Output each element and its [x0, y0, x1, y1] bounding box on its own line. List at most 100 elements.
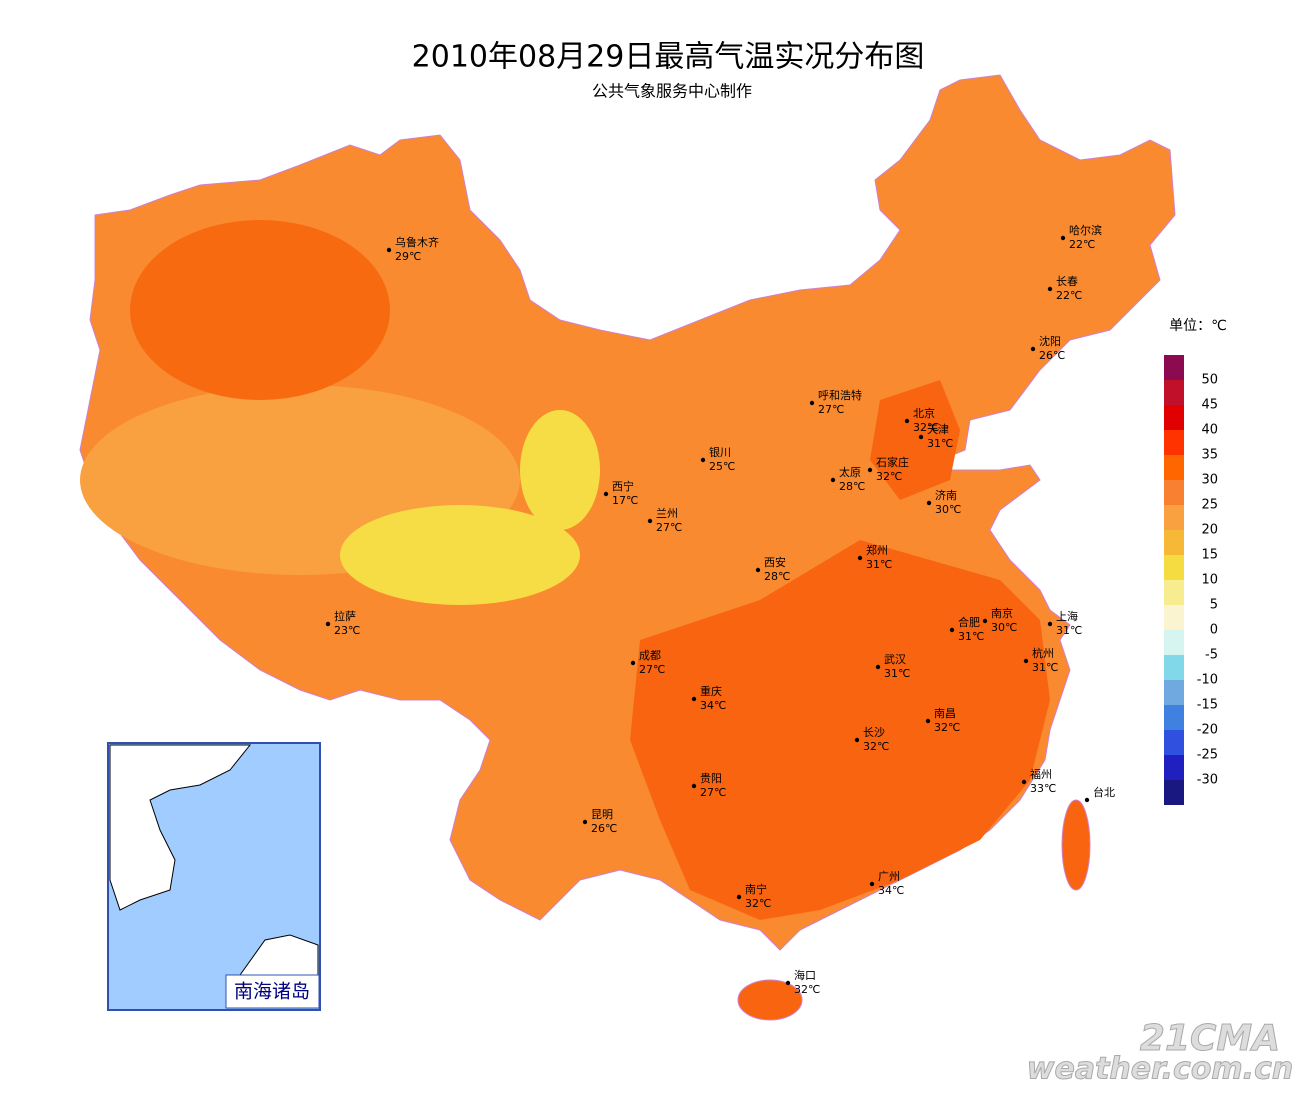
legend-tick-label: 10 — [1201, 573, 1218, 588]
legend-tick-label: -25 — [1197, 748, 1218, 763]
city-dot — [755, 567, 761, 573]
legend-swatch — [1164, 580, 1184, 605]
city-name: 合肥 — [958, 615, 980, 629]
city-dot — [386, 247, 392, 253]
city-dot — [647, 518, 653, 524]
legend-tick-label: 25 — [1201, 498, 1218, 513]
legend-unit: 单位：℃ — [1169, 318, 1227, 334]
legend-swatch — [1164, 655, 1184, 680]
legend-swatch — [1164, 705, 1184, 730]
hot-zone — [630, 540, 1050, 920]
city-temp: 33℃ — [1030, 782, 1056, 795]
city-name: 拉萨 — [334, 609, 356, 623]
city-temp: 31℃ — [958, 630, 984, 643]
legend-tick-label: 0 — [1210, 623, 1218, 638]
subtitle: 公共气象服务中心制作 — [592, 82, 752, 101]
city-temp: 27℃ — [656, 521, 682, 534]
city-name: 武汉 — [884, 653, 906, 666]
city-dot — [691, 696, 697, 702]
legend-tick-label: -5 — [1205, 648, 1218, 663]
legend-tick-label: -15 — [1197, 698, 1218, 713]
china-map — [79, 74, 1176, 1021]
city-name: 济南 — [935, 488, 957, 502]
city-temp: 30℃ — [991, 621, 1017, 634]
watermark-site: weather.com.cn — [1027, 1052, 1293, 1087]
city-dot — [1047, 286, 1053, 292]
city-name: 乌鲁木齐 — [395, 235, 439, 249]
city-dot — [582, 819, 588, 825]
city-temp: 31℃ — [1032, 661, 1058, 674]
city-dot — [867, 467, 873, 473]
city-dot — [630, 660, 636, 666]
city-name: 南京 — [991, 606, 1013, 620]
city-temp: 32℃ — [863, 740, 889, 753]
legend-tick-label: 30 — [1201, 473, 1218, 488]
city-temp: 22℃ — [1069, 238, 1095, 251]
city-name: 银川 — [709, 445, 731, 459]
inset-label: 南海诸岛 — [234, 981, 310, 1003]
city-temp: 26℃ — [1039, 349, 1065, 362]
city-dot — [700, 457, 706, 463]
city-name: 西安 — [764, 555, 786, 569]
legend-swatch — [1164, 555, 1184, 580]
city-dot — [854, 737, 860, 743]
city-dot — [925, 718, 931, 724]
city-name: 海口 — [794, 968, 816, 982]
city-name: 上海 — [1056, 609, 1078, 623]
city-temp: 32℃ — [794, 983, 820, 996]
city-name: 兰州 — [656, 507, 678, 520]
city-temp: 34℃ — [878, 884, 904, 897]
city-temp: 28℃ — [839, 480, 865, 493]
city-temp: 22℃ — [1056, 289, 1082, 302]
taiwan — [1061, 799, 1091, 891]
hot-zone — [870, 380, 960, 500]
city-dot — [785, 980, 791, 986]
legend-swatch — [1164, 455, 1184, 480]
city-name: 贵阳 — [700, 772, 722, 785]
city-dot — [926, 500, 932, 506]
city-temp: 25℃ — [709, 460, 735, 473]
city-dot — [691, 783, 697, 789]
cool-zone — [340, 505, 580, 605]
legend-tick-label: 35 — [1201, 448, 1218, 463]
city-dot — [949, 627, 955, 633]
city-dot — [1021, 779, 1027, 785]
city-dot — [904, 418, 910, 424]
city-temp: 27℃ — [639, 663, 665, 676]
inset-land — [109, 744, 252, 911]
city-name: 南宁 — [745, 882, 767, 896]
city-dot — [1060, 235, 1066, 241]
city-dot — [869, 881, 875, 887]
city-name: 广州 — [878, 870, 900, 883]
city-name: 天津 — [927, 423, 949, 436]
city-dot — [325, 621, 331, 627]
legend-tick-label: 5 — [1210, 598, 1218, 613]
city-temp: 31℃ — [927, 437, 953, 450]
legend-swatch — [1164, 405, 1184, 430]
legend-swatch — [1164, 780, 1184, 805]
city-name: 西宁 — [612, 479, 634, 493]
legend-swatch — [1164, 680, 1184, 705]
city-temp: 26℃ — [591, 822, 617, 835]
watermark-logo: 21CMA — [1140, 1018, 1280, 1059]
city-name: 台北 — [1093, 785, 1115, 799]
city-dot — [603, 491, 609, 497]
legend-swatch — [1164, 380, 1184, 405]
legend-swatch — [1164, 505, 1184, 530]
city-name: 杭州 — [1032, 646, 1054, 660]
legend-tick-label: 15 — [1201, 548, 1218, 563]
city-dot — [809, 400, 815, 406]
legend-tick-label: -20 — [1197, 723, 1218, 738]
city-name: 昆明 — [591, 808, 613, 821]
city-name: 长沙 — [863, 726, 885, 739]
city-temp: 32℃ — [745, 897, 771, 910]
city-name: 长春 — [1056, 275, 1078, 288]
legend-swatch — [1164, 730, 1184, 755]
legend-tick-label: 45 — [1201, 398, 1218, 413]
city-name: 石家庄 — [876, 455, 909, 469]
city-temp: 28℃ — [764, 570, 790, 583]
hot-zone — [130, 220, 390, 400]
